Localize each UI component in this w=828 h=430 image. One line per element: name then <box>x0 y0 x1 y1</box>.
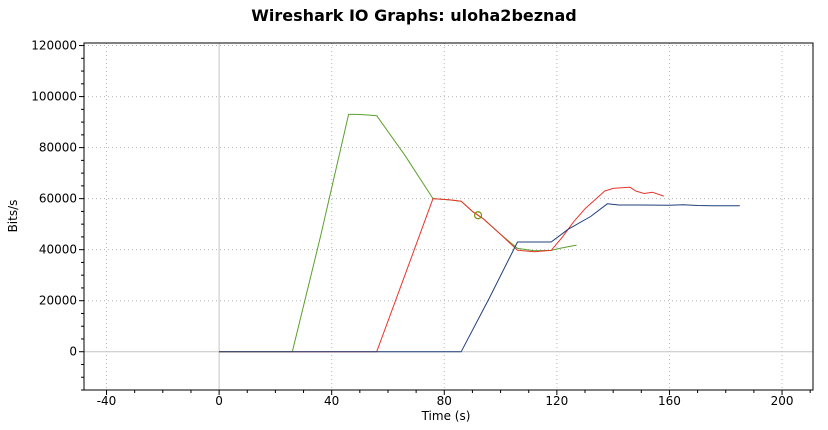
series-line-1 <box>219 113 577 353</box>
series-layer <box>219 113 740 353</box>
series-line-3 <box>219 203 740 353</box>
x-axis-label: Time (s) <box>421 409 471 423</box>
plot-frame <box>83 42 814 391</box>
y-axis-ticks: 0 20000 40000 60000 80000 100000 120000 <box>31 39 84 391</box>
y-tick-label: 60000 <box>39 192 77 206</box>
x-tick-label: 40 <box>324 394 339 408</box>
y-tick-label: 120000 <box>31 39 77 53</box>
x-tick-label: 160 <box>658 394 681 408</box>
series-line-2 <box>219 186 664 353</box>
x-axis-ticks: -40 0 40 80 120 160 200 <box>97 390 811 408</box>
chart-title: Wireshark IO Graphs: uloha2beznad <box>251 6 576 25</box>
annotation-layer <box>473 211 483 220</box>
marker-circle <box>473 211 483 220</box>
y-tick-label: 0 <box>69 345 77 359</box>
y-tick-label: 20000 <box>39 294 77 308</box>
y-tick-label: 80000 <box>39 141 77 155</box>
y-tick-label: 100000 <box>31 90 77 104</box>
x-tick-label: 0 <box>215 394 223 408</box>
x-tick-label: 200 <box>771 394 794 408</box>
x-tick-label: -40 <box>97 394 117 408</box>
x-tick-label: 120 <box>545 394 568 408</box>
y-tick-label: 40000 <box>39 243 77 257</box>
y-axis-label: Bits/s <box>6 200 20 233</box>
grid-lines <box>84 43 813 390</box>
x-tick-label: 80 <box>437 394 452 408</box>
